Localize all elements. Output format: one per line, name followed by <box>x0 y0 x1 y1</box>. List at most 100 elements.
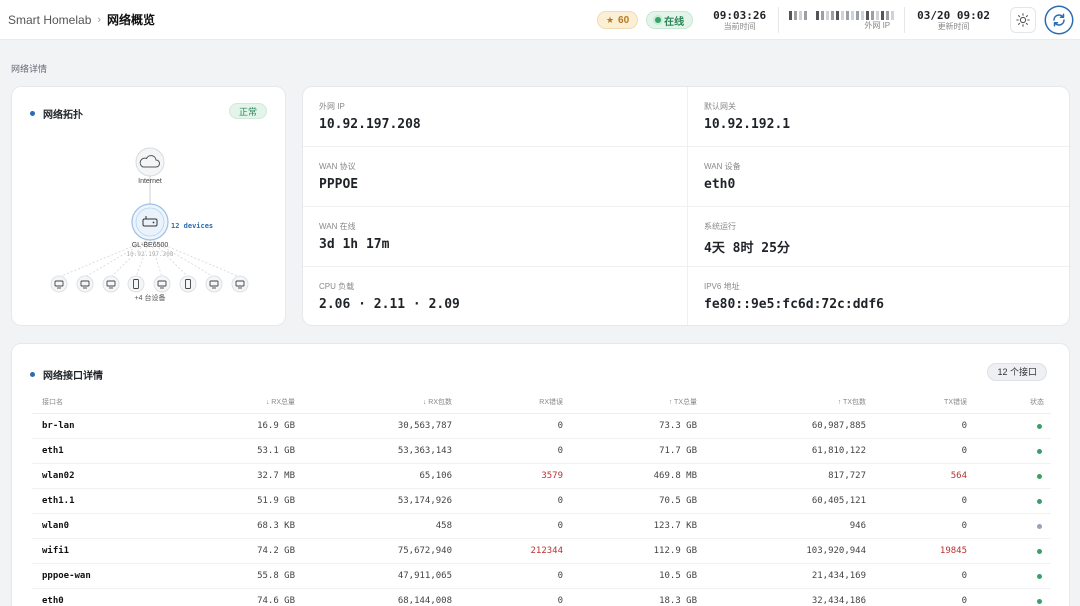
cell-tx-bytes: 469.8 MB <box>563 463 697 489</box>
column-header-rx-errors[interactable]: RX错误 <box>452 392 563 414</box>
status-dot-icon <box>1037 598 1042 604</box>
cell-status <box>967 538 1051 564</box>
cell-interface-name: pppoe-wan <box>32 563 202 589</box>
device-icons <box>50 275 249 293</box>
detail-value: fe80::9e5:fc6d:72c:ddf6 <box>704 297 885 312</box>
monitor-icon <box>102 275 120 293</box>
cell-tx-packets: 60,987,885 <box>697 413 866 439</box>
column-header-status[interactable]: 状态 <box>967 392 1051 414</box>
device-count[interactable]: 12 devices <box>171 222 214 230</box>
cell-status <box>967 513 1051 539</box>
cell-tx-errors: 0 <box>866 563 967 589</box>
table-row[interactable]: pppoe-wan 55.8 GB 47,911,065 0 10.5 GB 21,434… <box>32 563 1051 589</box>
cell-interface-name: eth1 <box>32 438 202 464</box>
cell-rx-packets: 458 <box>295 513 452 539</box>
network-details-grid: 外网 IP 10.92.197.208 默认网关 10.92.192.1 WAN 协… <box>302 86 1070 326</box>
refresh-icon <box>1053 13 1065 27</box>
table-row[interactable]: wlan0 68.3 KB 458 0 123.7 KB 946 0 <box>32 513 1051 539</box>
cell-status <box>967 563 1051 589</box>
status-dot-icon <box>1037 573 1042 579</box>
table-row[interactable]: wlan02 32.7 MB 65,106 3579 469.8 MB 817,727 56… <box>32 463 1051 489</box>
column-header-tx-errors[interactable]: TX错误 <box>866 392 967 414</box>
cell-rx-bytes: 68.3 KB <box>202 513 295 539</box>
monitor-icon <box>205 275 223 293</box>
breadcrumb: Smart Homelab › 网络概览 <box>8 11 155 28</box>
detail-key: 默认网关 <box>704 102 736 111</box>
cell-rx-packets: 75,672,940 <box>295 538 452 564</box>
cell-interface-name: wlan0 <box>32 513 202 539</box>
section-title: 网络详情 <box>11 64 48 74</box>
theme-toggle-button[interactable] <box>1010 7 1036 33</box>
column-header-rx-packets[interactable]: ↓ RX包数 <box>295 392 452 414</box>
cell-interface-name: eth0 <box>32 588 202 606</box>
detail-value: 4天 8时 25分 <box>704 241 790 256</box>
column-header-tx-bytes[interactable]: ↑ TX总量 <box>563 392 697 414</box>
internet-node <box>135 147 165 177</box>
cell-tx-packets: 60,405,121 <box>697 488 866 514</box>
updated-time-value: 03/20 09:02 <box>917 8 990 22</box>
monitor-icon <box>231 275 249 293</box>
cell-tx-errors: 0 <box>866 413 967 439</box>
cloud-icon <box>139 155 160 168</box>
cell-status <box>967 463 1051 489</box>
detail-key: 系统运行 <box>704 222 736 231</box>
cell-tx-bytes: 73.3 GB <box>563 413 697 439</box>
detail-wan-device: WAN 设备 eth0 <box>687 147 1069 207</box>
table-row[interactable]: eth1 53.1 GB 53,363,143 0 71.7 GB 61,810,122 0 <box>32 438 1051 464</box>
sun-icon <box>1016 13 1030 27</box>
online-dot-icon <box>655 17 662 23</box>
cell-status <box>967 488 1051 514</box>
monitor-icon <box>50 275 68 293</box>
breadcrumb-separator: › <box>97 13 102 26</box>
detail-wan-uptime: WAN 在线 3d 1h 17m <box>303 207 687 267</box>
cell-status <box>967 438 1051 464</box>
cell-rx-errors: 0 <box>452 438 563 464</box>
cell-rx-errors: 0 <box>452 588 563 606</box>
title-dot-icon <box>30 111 35 116</box>
title-dot-icon <box>30 372 35 377</box>
internet-label: Internet <box>138 178 162 185</box>
current-time-value: 09:03:26 <box>713 8 767 22</box>
phone-icon <box>179 275 197 293</box>
updated-time-label: 更新时间 <box>937 21 970 31</box>
column-header-tx-packets[interactable]: ↑ TX包数 <box>697 392 866 414</box>
monitor-icon <box>76 275 94 293</box>
current-time: 09:03:26 当前时间 <box>701 7 780 33</box>
phone-icon <box>127 275 145 293</box>
cell-interface-name: wlan02 <box>32 463 202 489</box>
score-value: 60 <box>618 14 630 26</box>
cell-rx-errors: 3579 <box>452 463 563 489</box>
table-row[interactable]: eth0 74.6 GB 68,144,008 0 18.3 GB 32,434,186 0 <box>32 588 1051 606</box>
table-row[interactable]: br-lan 16.9 GB 30,563,787 0 73.3 GB 60,987,88… <box>32 413 1051 439</box>
updated-time: 03/20 09:02 更新时间 <box>905 7 1002 33</box>
cell-tx-errors: 19845 <box>866 538 967 564</box>
column-header-rx-bytes[interactable]: ↓ RX总量 <box>202 392 295 414</box>
cell-tx-packets: 61,810,122 <box>697 438 866 464</box>
router-label: GL-BE6500 <box>131 242 169 249</box>
interfaces-title: 网络接口详情 <box>30 367 103 382</box>
page-title: 网络概览 <box>107 13 156 27</box>
detail-value: 10.92.197.208 <box>319 117 421 132</box>
topology-diagram <box>50 147 249 293</box>
cell-tx-bytes: 112.9 GB <box>563 538 697 564</box>
status-dot-icon <box>1037 473 1042 479</box>
breadcrumb-home[interactable]: Smart Homelab <box>8 12 92 27</box>
refresh-button[interactable] <box>1046 7 1072 33</box>
column-header-name[interactable]: 接口名 <box>32 392 202 414</box>
current-time-label: 当前时间 <box>723 21 756 31</box>
more-devices-label[interactable]: +4 台设备 <box>134 295 166 302</box>
online-badge: 在线 <box>646 11 694 29</box>
table-row[interactable]: wifi1 74.2 GB 75,672,940 212344 112.9 GB 103,… <box>32 538 1051 564</box>
status-dot-icon <box>1037 523 1042 529</box>
table-row[interactable]: eth1.1 51.9 GB 53,174,926 0 70.5 GB 60,405,12… <box>32 488 1051 514</box>
status-dot-icon <box>1037 423 1042 429</box>
cell-tx-bytes: 123.7 KB <box>563 513 697 539</box>
detail-value: PPPOE <box>319 177 359 192</box>
interfaces-table: 接口名 ↓ RX总量 ↓ RX包数 RX错误 ↑ TX总量 ↑ TX包数 TX错… <box>32 392 1051 606</box>
table-header-row: 接口名 ↓ RX总量 ↓ RX包数 RX错误 ↑ TX总量 ↑ TX包数 TX错… <box>32 392 1051 414</box>
detail-cpu-load: CPU 负载 2.06 · 2.11 · 2.09 <box>303 267 687 325</box>
topology-title-text: 网络拓扑 <box>43 110 83 121</box>
detail-gateway: 默认网关 10.92.192.1 <box>687 87 1069 147</box>
router-node[interactable] <box>131 203 169 241</box>
detail-value: 10.92.192.1 <box>704 117 791 132</box>
